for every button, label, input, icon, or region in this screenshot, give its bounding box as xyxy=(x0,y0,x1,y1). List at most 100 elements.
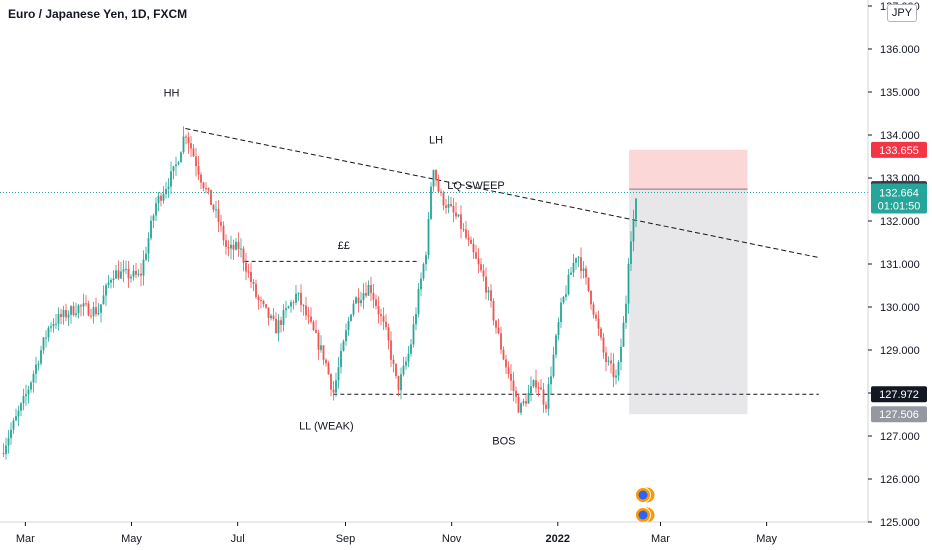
candle-down[interactable] xyxy=(212,204,215,210)
candle-up[interactable] xyxy=(567,274,570,295)
candle-up[interactable] xyxy=(105,285,107,296)
candle-down[interactable] xyxy=(545,404,547,409)
candle-down[interactable] xyxy=(252,281,255,284)
candle-down[interactable] xyxy=(450,204,452,206)
candle-down[interactable] xyxy=(187,137,190,144)
candle-down[interactable] xyxy=(95,307,97,315)
candle-down[interactable] xyxy=(225,240,227,248)
candle-up[interactable] xyxy=(572,262,575,273)
candle-down[interactable] xyxy=(292,302,295,304)
candle-up[interactable] xyxy=(77,305,80,314)
candle-up[interactable] xyxy=(100,304,102,313)
candle-up[interactable] xyxy=(97,312,100,315)
candle-down[interactable] xyxy=(160,195,162,201)
candle-up[interactable] xyxy=(7,438,10,446)
candle-down[interactable] xyxy=(510,373,512,381)
candle-down[interactable] xyxy=(472,243,475,253)
candle-up[interactable] xyxy=(120,271,122,279)
take-profit-zone[interactable] xyxy=(629,189,748,415)
candle-down[interactable] xyxy=(197,166,200,175)
candle-down[interactable] xyxy=(65,310,67,318)
candle-down[interactable] xyxy=(302,305,305,307)
candle-up[interactable] xyxy=(25,394,27,397)
candle-up[interactable] xyxy=(552,354,555,377)
candle-up[interactable] xyxy=(555,335,557,355)
candle-down[interactable] xyxy=(602,337,605,353)
candle-down[interactable] xyxy=(385,321,387,328)
candle-up[interactable] xyxy=(162,193,165,201)
candle-up[interactable] xyxy=(277,320,280,334)
candle-up[interactable] xyxy=(150,220,152,239)
candle-up[interactable] xyxy=(570,272,572,275)
candle-down[interactable] xyxy=(312,321,315,330)
candle-up[interactable] xyxy=(290,302,292,307)
candle-up[interactable] xyxy=(137,273,140,275)
candle-down[interactable] xyxy=(140,273,142,276)
candle-up[interactable] xyxy=(412,324,415,345)
candle-down[interactable] xyxy=(397,375,400,391)
candle-up[interactable] xyxy=(235,241,237,250)
candle-down[interactable] xyxy=(610,360,612,364)
candle-down[interactable] xyxy=(365,293,367,296)
candle-down[interactable] xyxy=(310,316,312,322)
currency-button[interactable]: JPY xyxy=(887,4,917,22)
candle-down[interactable] xyxy=(452,205,455,213)
candle-up[interactable] xyxy=(575,258,577,263)
candle-down[interactable] xyxy=(605,352,607,362)
candle-down[interactable] xyxy=(437,179,440,192)
candle-down[interactable] xyxy=(300,292,302,306)
candle-up[interactable] xyxy=(630,241,632,264)
candle-up[interactable] xyxy=(52,324,55,327)
candle-up[interactable] xyxy=(157,195,160,204)
candle-down[interactable] xyxy=(262,300,265,305)
candle-down[interactable] xyxy=(72,306,75,315)
candle-down[interactable] xyxy=(580,257,582,272)
candle-up[interactable] xyxy=(30,382,32,390)
candle-down[interactable] xyxy=(232,244,235,250)
candle-up[interactable] xyxy=(635,198,637,219)
candle-down[interactable] xyxy=(87,303,90,316)
candle-down[interactable] xyxy=(380,314,382,317)
candle-up[interactable] xyxy=(102,295,105,305)
candle-up[interactable] xyxy=(342,341,345,351)
candle-down[interactable] xyxy=(265,304,267,308)
candle-down[interactable] xyxy=(482,270,485,277)
candle-down[interactable] xyxy=(267,307,270,319)
candle-down[interactable] xyxy=(490,290,492,301)
candle-up[interactable] xyxy=(145,253,147,260)
candle-down[interactable] xyxy=(480,264,482,271)
candle-up[interactable] xyxy=(67,314,70,318)
candle-down[interactable] xyxy=(220,221,222,226)
candle-down[interactable] xyxy=(392,359,395,364)
candle-up[interactable] xyxy=(345,330,347,342)
candle-down[interactable] xyxy=(502,349,505,360)
candle-up[interactable] xyxy=(520,403,522,413)
candle-down[interactable] xyxy=(257,296,260,300)
candle-down[interactable] xyxy=(237,241,240,250)
candle-down[interactable] xyxy=(597,318,600,329)
candle-down[interactable] xyxy=(2,453,5,455)
candle-up[interactable] xyxy=(17,410,20,417)
candle-down[interactable] xyxy=(90,315,92,317)
calendar-event-icon[interactable] xyxy=(635,487,655,503)
candle-down[interactable] xyxy=(222,225,225,241)
candle-down[interactable] xyxy=(395,363,397,376)
candle-up[interactable] xyxy=(152,215,155,221)
candle-up[interactable] xyxy=(55,323,57,325)
candle-up[interactable] xyxy=(355,297,357,304)
candle-down[interactable] xyxy=(80,305,82,307)
candle-up[interactable] xyxy=(337,367,340,381)
candle-up[interactable] xyxy=(92,307,95,317)
candle-up[interactable] xyxy=(360,300,362,304)
candle-down[interactable] xyxy=(272,315,275,319)
candle-up[interactable] xyxy=(75,313,77,315)
candle-up[interactable] xyxy=(177,162,180,165)
candle-down[interactable] xyxy=(585,268,587,278)
candle-up[interactable] xyxy=(47,327,50,338)
candle-up[interactable] xyxy=(50,326,52,328)
candle-up[interactable] xyxy=(107,282,110,286)
candle-down[interactable] xyxy=(485,276,487,293)
candle-up[interactable] xyxy=(487,290,490,293)
candle-down[interactable] xyxy=(375,299,377,306)
candle-up[interactable] xyxy=(37,363,40,365)
